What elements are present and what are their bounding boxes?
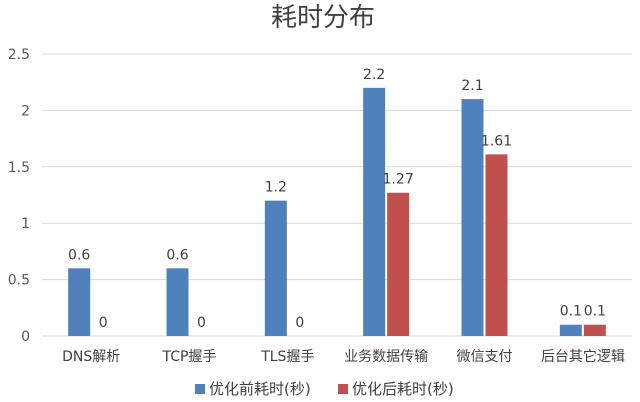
bar — [166, 268, 189, 336]
data-label: 1.2 — [265, 180, 287, 196]
x-tick-label: TCP握手 — [162, 349, 217, 365]
legend-label: 优化前耗时(秒) — [209, 380, 311, 398]
x-tick-label: 后台其它逻辑 — [541, 348, 625, 365]
data-label: 2.2 — [363, 67, 385, 83]
data-label: 1.27 — [383, 172, 414, 188]
data-label: 0.1 — [584, 304, 606, 320]
y-tick-label: 2.5 — [8, 47, 30, 63]
y-tick-label: 0 — [21, 329, 30, 345]
data-labels: 0.6 0 0.6 0 1.2 0 2.2 1.27 2.1 1.61 0.1 0.1 — [68, 67, 606, 331]
y-tick-label: 0.5 — [8, 273, 30, 289]
data-label: 0.1 — [560, 304, 582, 320]
bar — [363, 87, 386, 336]
bar — [264, 200, 287, 336]
bar — [559, 324, 582, 336]
y-axis: 0 0.5 1 1.5 2 2.5 — [8, 47, 30, 345]
bars — [68, 87, 606, 337]
data-label: 2.1 — [461, 78, 483, 94]
bar — [583, 324, 606, 336]
x-tick-label: 微信支付 — [457, 349, 513, 365]
data-label: 0.6 — [166, 247, 188, 263]
legend-swatch — [338, 384, 348, 394]
y-tick-label: 2 — [21, 103, 30, 119]
bar — [68, 268, 91, 336]
bar — [461, 99, 484, 337]
bar — [387, 192, 410, 336]
x-tick-label: TLS握手 — [260, 349, 314, 365]
chart-title: 耗时分布 — [271, 3, 375, 33]
legend-label: 优化后耗时(秒) — [352, 380, 454, 398]
data-label: 0 — [99, 315, 108, 331]
x-axis: DNS解析 TCP握手 TLS握手 业务数据传输 微信支付 后台其它逻辑 — [62, 348, 625, 365]
data-label: 1.61 — [481, 133, 512, 149]
y-tick-label: 1 — [21, 216, 30, 232]
legend-swatch — [195, 384, 205, 394]
data-label: 0.6 — [68, 247, 90, 263]
x-tick-label: DNS解析 — [62, 349, 120, 365]
bar — [485, 154, 508, 336]
legend: 优化前耗时(秒) 优化后耗时(秒) — [195, 380, 454, 398]
y-tick-label: 1.5 — [8, 160, 30, 176]
x-tick-label: 业务数据传输 — [344, 349, 428, 365]
data-label: 0 — [295, 315, 304, 331]
data-label: 0 — [197, 315, 206, 331]
gridlines — [42, 53, 632, 337]
